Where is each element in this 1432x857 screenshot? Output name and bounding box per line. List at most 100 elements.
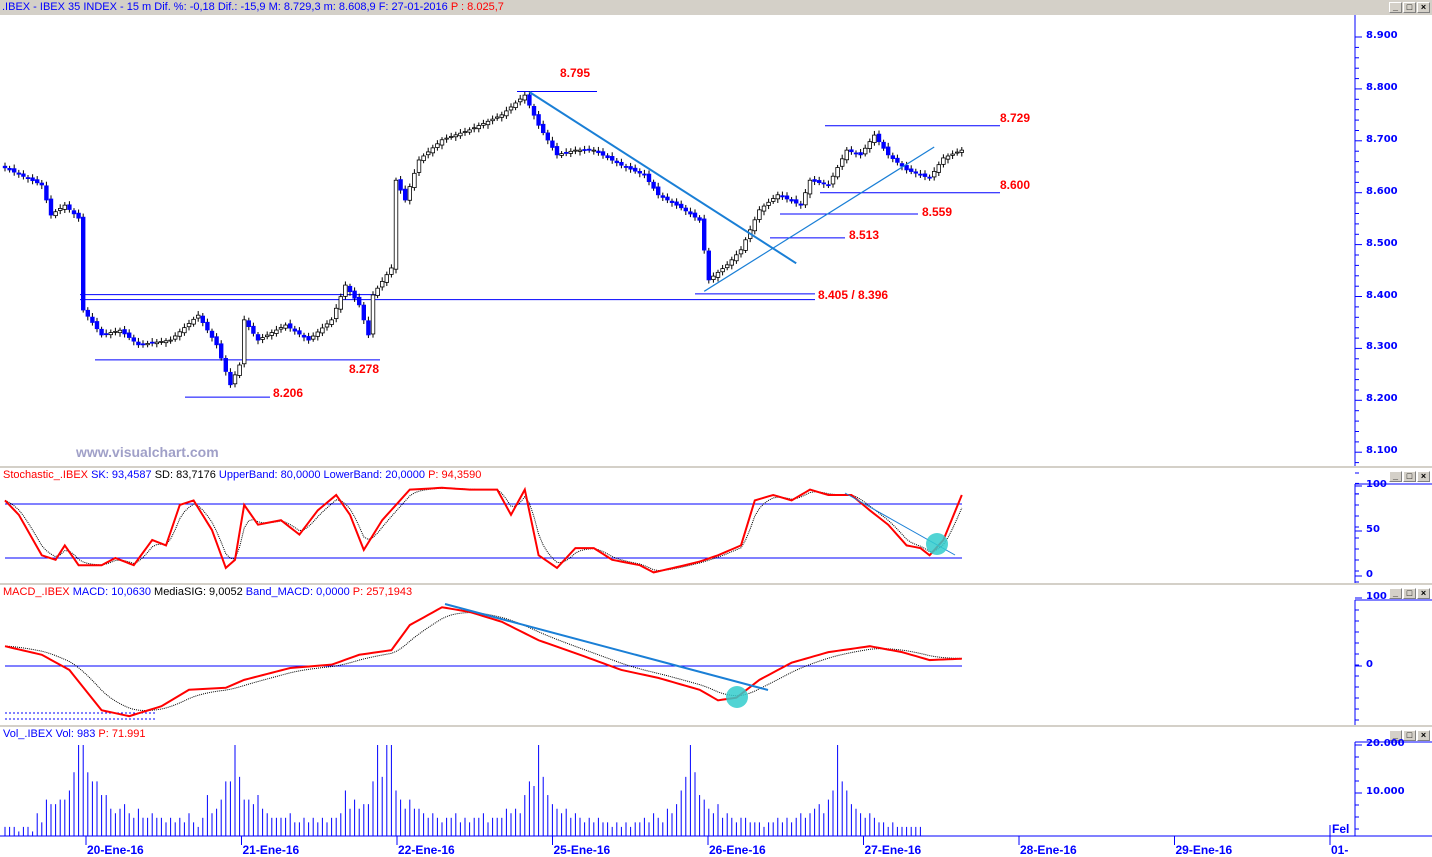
macd-name: MACD_.IBEX — [3, 586, 70, 598]
candle — [407, 186, 412, 201]
candle — [899, 163, 905, 167]
close-button[interactable]: × — [1417, 730, 1430, 741]
macd-value: MACD: 10,0630 — [72, 586, 151, 598]
candle — [945, 155, 951, 160]
candle — [826, 184, 831, 187]
stoch-tick-label: 50 — [1366, 524, 1380, 535]
candle — [195, 314, 201, 319]
candle — [471, 127, 477, 130]
price-tick-label: 8.900 — [1366, 30, 1398, 41]
date-tick-label: 26-Ene-16 — [709, 843, 766, 857]
symbol: .IBEX - IBEX 35 INDEX - — [2, 1, 127, 13]
candle — [527, 94, 532, 106]
stoch-name: Stochastic_.IBEX — [3, 469, 88, 481]
date-tick-label: 28-Ene-16 — [1020, 843, 1077, 857]
candle — [886, 146, 891, 156]
minimize-button[interactable]: _ — [1389, 588, 1402, 599]
candle — [21, 173, 26, 177]
candle — [379, 281, 385, 288]
candle — [186, 323, 192, 328]
candle — [881, 141, 886, 149]
window-title-bar: .IBEX - IBEX 35 INDEX - 15 m Dif. %: -0,… — [0, 0, 1432, 15]
candle — [656, 186, 661, 196]
candle — [623, 166, 629, 168]
maximize-button[interactable]: □ — [1403, 471, 1416, 482]
candle — [913, 171, 918, 174]
candle — [863, 147, 868, 155]
macd-label: MACD_.IBEX MACD: 10,0630 MediaSIG: 9,005… — [3, 586, 412, 599]
candle — [550, 140, 555, 148]
level-label: 8.278 — [349, 362, 380, 376]
candle — [343, 284, 348, 297]
minimize-button[interactable]: _ — [1389, 730, 1402, 741]
candle — [2, 165, 8, 169]
candle — [44, 185, 49, 201]
level-label: 8.729 — [1000, 111, 1031, 125]
stoch-label: Stochastic_.IBEX SK: 93,4587 SD: 83,7176… — [3, 469, 481, 482]
candle — [803, 192, 808, 206]
candle — [771, 198, 776, 202]
candle — [541, 123, 546, 134]
price-tick-label: 8.300 — [1366, 341, 1398, 353]
candle — [545, 132, 550, 141]
maximize-button[interactable]: □ — [1403, 588, 1416, 599]
candle — [651, 181, 656, 189]
candle — [85, 309, 90, 317]
minimize-button[interactable]: _ — [1389, 471, 1402, 482]
candle — [11, 168, 17, 173]
macd-window-buttons: _ □ × — [1389, 588, 1430, 599]
candle — [633, 167, 638, 172]
price-tick-label: 8.500 — [1366, 237, 1398, 249]
price-tick-label: 8.100 — [1366, 445, 1398, 457]
level-label: 8.559 — [922, 205, 953, 219]
month-label: Fel — [1332, 822, 1350, 836]
maximize-button[interactable]: □ — [1403, 730, 1416, 741]
candle — [444, 137, 449, 140]
candle — [936, 164, 941, 173]
candle — [218, 343, 224, 359]
candle — [775, 194, 780, 200]
candle — [297, 330, 302, 335]
close-button[interactable]: × — [1417, 471, 1430, 482]
max-value: M: 8.729,3 — [268, 1, 321, 13]
candle — [94, 321, 100, 330]
close-button[interactable]: × — [1417, 588, 1430, 599]
level-label: 8.513 — [849, 228, 880, 242]
candle — [941, 157, 946, 165]
candle — [734, 254, 739, 262]
candle — [697, 217, 702, 221]
candle — [789, 199, 794, 202]
maximize-button[interactable]: □ — [1403, 2, 1416, 13]
candle — [844, 149, 849, 161]
candle — [16, 172, 21, 175]
candle — [752, 219, 757, 232]
candle — [688, 211, 693, 215]
candle — [453, 134, 458, 138]
candle — [62, 204, 67, 210]
candle — [798, 203, 803, 206]
price-tick-label: 8.200 — [1366, 393, 1398, 405]
candle — [872, 134, 877, 143]
close-button[interactable]: × — [1417, 2, 1430, 13]
candle — [738, 249, 744, 255]
candle — [817, 180, 822, 183]
candle — [518, 98, 523, 103]
minimize-button[interactable]: _ — [1389, 2, 1402, 13]
candle — [927, 176, 932, 179]
candle — [715, 271, 721, 278]
candle — [499, 114, 504, 118]
candle — [462, 131, 468, 133]
date-tick-label: 21-Ene-16 — [242, 843, 300, 857]
stoch-tick-label: 100 — [1366, 479, 1387, 490]
candle — [867, 141, 872, 149]
candle — [766, 201, 771, 206]
candle — [48, 198, 54, 216]
min-value: m: 8.608,9 — [323, 1, 376, 13]
vol-tick-label: 20.000 — [1366, 738, 1405, 749]
price-tick-label: 8.800 — [1366, 81, 1398, 93]
candle — [177, 331, 182, 337]
stoch-tick-label: 0 — [1366, 569, 1373, 580]
candle — [356, 296, 362, 306]
candle — [200, 315, 205, 323]
